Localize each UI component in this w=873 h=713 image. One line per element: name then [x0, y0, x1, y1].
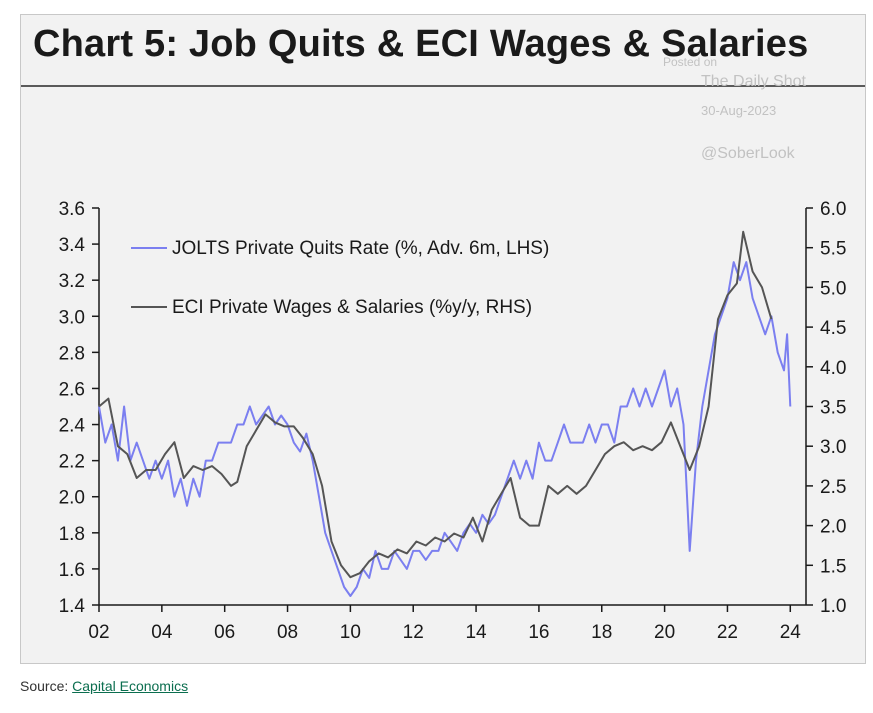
y-right-tick-label: 5.0	[820, 278, 846, 299]
y-right-tick-label: 3.5	[820, 398, 846, 419]
y-right-tick-label: 4.0	[820, 358, 846, 379]
y-left-tick-label: 2.4	[59, 416, 86, 437]
x-tick-label: 02	[88, 622, 109, 643]
x-tick-label: 10	[340, 622, 361, 643]
source-line: Source: Capital Economics	[20, 678, 188, 694]
y-left-tick-label: 2.8	[59, 343, 85, 364]
y-right-tick-label: 2.5	[820, 477, 846, 498]
x-tick-label: 04	[151, 622, 173, 643]
x-tick-label: 12	[403, 622, 424, 643]
y-right-tick-label: 1.0	[820, 596, 846, 617]
watermark-date: 30-Aug-2023	[701, 103, 777, 118]
source-link[interactable]: Capital Economics	[72, 678, 189, 694]
y-right-tick-label: 6.0	[820, 199, 846, 220]
x-tick-label: 14	[465, 622, 487, 643]
eci-wages-line	[98, 230, 773, 579]
x-tick-label: 08	[277, 622, 298, 643]
source-label: Source:	[20, 678, 69, 694]
y-left-tick-label: 2.6	[59, 379, 85, 400]
y-right-tick-label: 3.0	[820, 437, 846, 458]
watermark-daily-shot: The Daily Shot	[701, 73, 806, 90]
x-tick-label: 18	[591, 622, 612, 643]
legend-label-jolts: JOLTS Private Quits Rate (%, Adv. 6m, LH…	[172, 238, 549, 259]
y-left-tick-label: 2.0	[59, 488, 85, 509]
y-left-tick-label: 2.2	[59, 452, 85, 473]
y-left-tick-label: 3.2	[59, 271, 85, 292]
y-left-tick-label: 1.6	[59, 560, 85, 581]
x-tick-label: 20	[654, 622, 675, 643]
y-right-tick-label: 4.5	[820, 318, 846, 339]
x-tick-label: 22	[717, 622, 738, 643]
legend-label-eci: ECI Private Wages & Salaries (%y/y, RHS)	[172, 297, 532, 318]
y-left-tick-label: 3.6	[59, 199, 85, 220]
y-left-tick-label: 1.4	[59, 596, 86, 617]
watermark-posted-on: Posted on	[663, 55, 718, 69]
title-divider	[21, 85, 865, 87]
chart-title: Chart 5: Job Quits & ECI Wages & Salarie…	[33, 23, 809, 65]
jolts-quits-line	[98, 261, 792, 597]
y-left-tick-label: 3.4	[59, 235, 86, 256]
y-left-tick-label: 3.0	[59, 307, 85, 328]
y-right-tick-label: 2.0	[820, 517, 846, 538]
x-tick-label: 16	[528, 622, 549, 643]
x-tick-label: 24	[780, 622, 802, 643]
y-right-tick-label: 1.5	[820, 556, 846, 577]
x-tick-label: 06	[214, 622, 235, 643]
y-right-tick-label: 5.5	[820, 239, 846, 260]
line-chart: 1.4 1.6 1.8 2.0 2.2 2.4 2.6 2.8 3.0 3.2 3.4 3.6 1.0 1…	[59, 199, 847, 643]
chart-panel: Chart 5: Job Quits & ECI Wages & Salarie…	[20, 14, 866, 664]
watermark-handle: @SoberLook	[701, 145, 795, 162]
y-left-tick-label: 1.8	[59, 524, 85, 545]
